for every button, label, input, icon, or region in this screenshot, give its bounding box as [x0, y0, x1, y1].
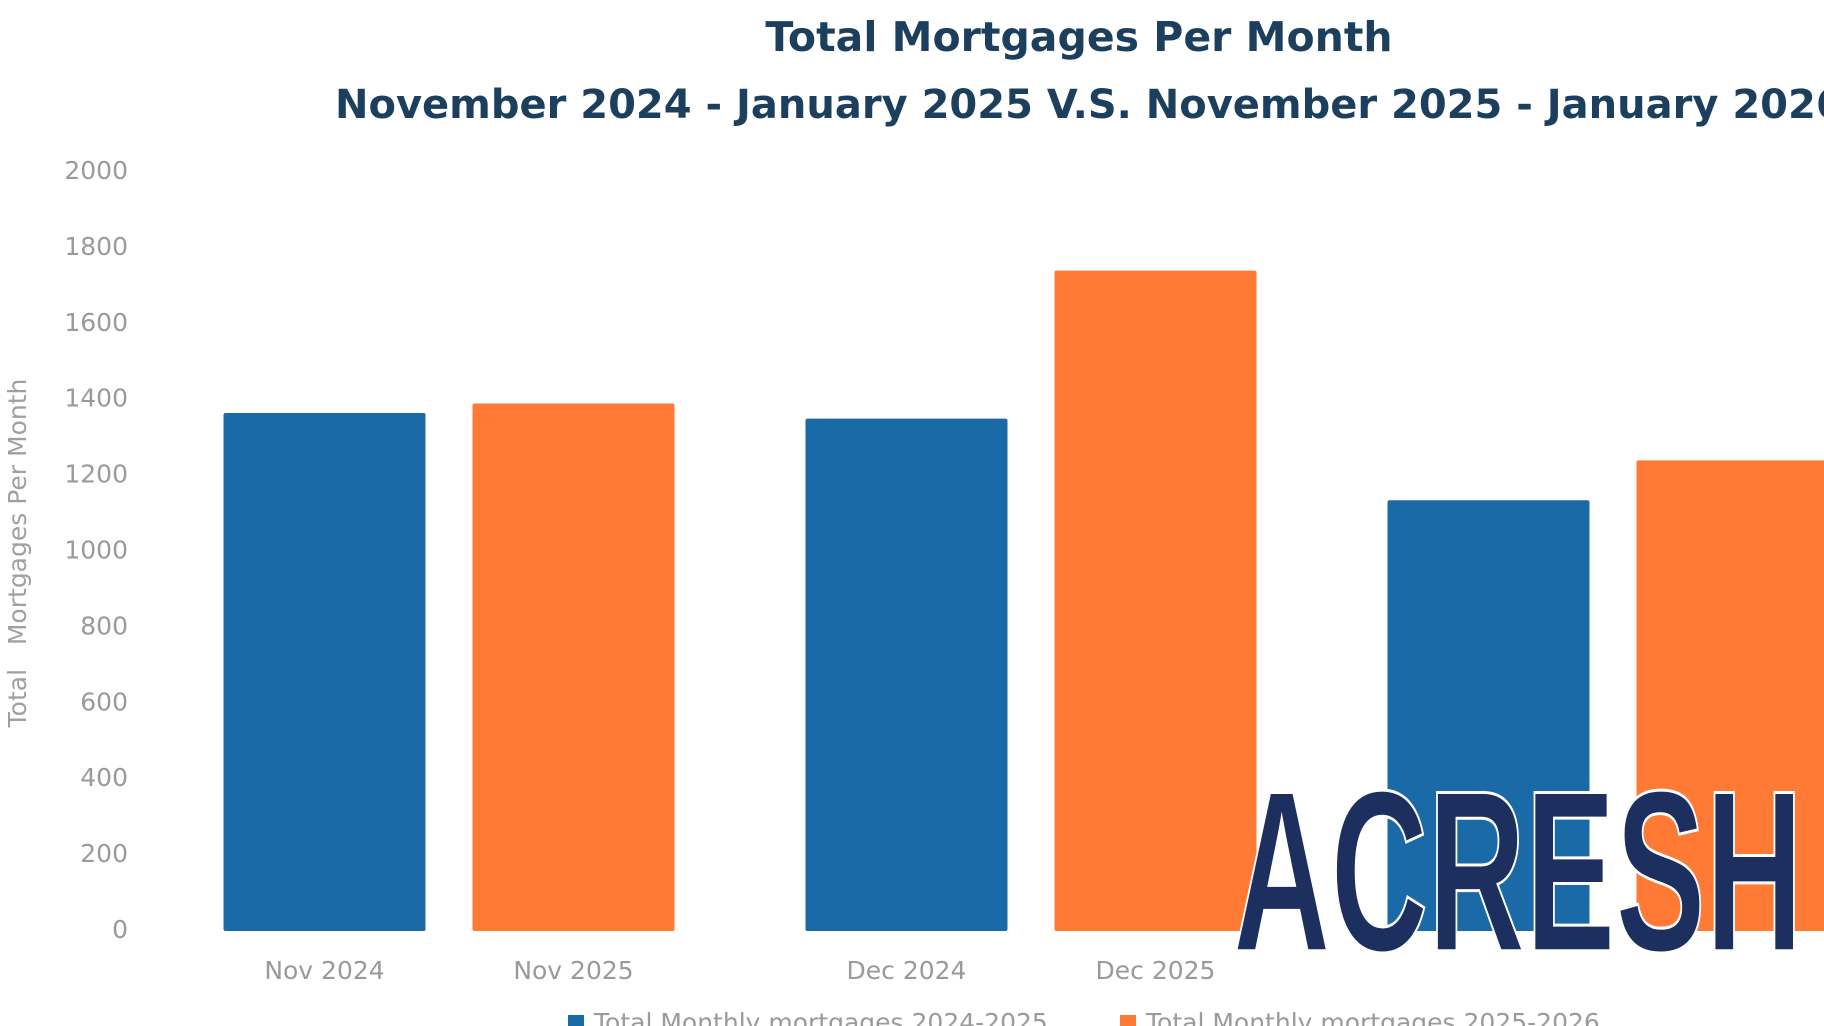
- y-tick-label: 1600: [64, 308, 128, 337]
- y-tick-label: 600: [80, 687, 128, 716]
- bar: [1387, 500, 1590, 931]
- bar: [472, 403, 675, 931]
- bar: [805, 418, 1008, 931]
- bar: [1054, 270, 1257, 931]
- y-tick-label: 2000: [64, 156, 128, 185]
- x-tick-label: Dec 2024: [847, 956, 967, 985]
- y-tick-label: 200: [80, 839, 128, 868]
- legend-label: Total Monthly mortgages 2025-2026: [1145, 1008, 1600, 1026]
- y-tick-label: 1800: [64, 232, 128, 261]
- x-tick-label: Nov 2024: [264, 956, 384, 985]
- legend-swatch: [1120, 1015, 1136, 1026]
- legend-swatch: [568, 1015, 584, 1026]
- y-tick-label: 1400: [64, 384, 128, 413]
- y-axis-label: Total Mortgages Per Month: [3, 379, 32, 729]
- y-tick-label: 1200: [64, 460, 128, 489]
- y-tick-label: 400: [80, 763, 128, 792]
- legend-label: Total Monthly mortgages 2024-2025: [593, 1008, 1048, 1026]
- bar: [223, 412, 426, 931]
- watermark: ACRESH: [1233, 743, 1803, 1000]
- y-tick-label: 1000: [64, 536, 128, 565]
- chart-title: Total Mortgages Per Month: [765, 13, 1392, 61]
- x-tick-label: Nov 2025: [513, 956, 633, 985]
- chart-subtitle: November 2024 - January 2025 V.S. Novemb…: [335, 82, 1824, 128]
- y-tick-label: 0: [112, 915, 128, 944]
- y-tick-label: 800: [80, 611, 128, 640]
- x-tick-label: Dec 2025: [1096, 956, 1216, 985]
- bar: [1636, 460, 1824, 931]
